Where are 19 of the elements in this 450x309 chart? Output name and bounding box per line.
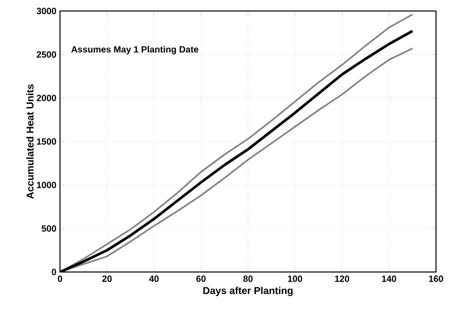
y-tick-label: 2000 xyxy=(36,94,56,102)
y-tick-label: 3000 xyxy=(36,8,56,14)
x-tick-label: 140 xyxy=(382,276,396,282)
x-tick-label: 100 xyxy=(288,276,302,282)
x-tick-label: 80 xyxy=(243,276,253,282)
x-tick-label: 20 xyxy=(102,276,112,282)
y-tick-label: 1000 xyxy=(37,182,56,188)
x-tick-label: 160 xyxy=(429,276,444,282)
annotation: Assumes May 1 Planting Date xyxy=(71,46,198,54)
y-tick-label: 0 xyxy=(52,268,56,276)
y-tick-label: 2500 xyxy=(36,51,56,58)
y-tick-label: 500 xyxy=(42,225,56,232)
x-tick-label: 60 xyxy=(196,276,206,282)
x-tick-label: 120 xyxy=(335,276,350,282)
x-tick-label: 40 xyxy=(149,276,159,282)
y-axis-title: Accumulated Heat Units xyxy=(26,84,34,199)
y-tick-label: 1500 xyxy=(37,138,56,145)
x-tick-label: 0 xyxy=(58,276,62,282)
x-axis-title: Days after Planting xyxy=(203,286,293,296)
